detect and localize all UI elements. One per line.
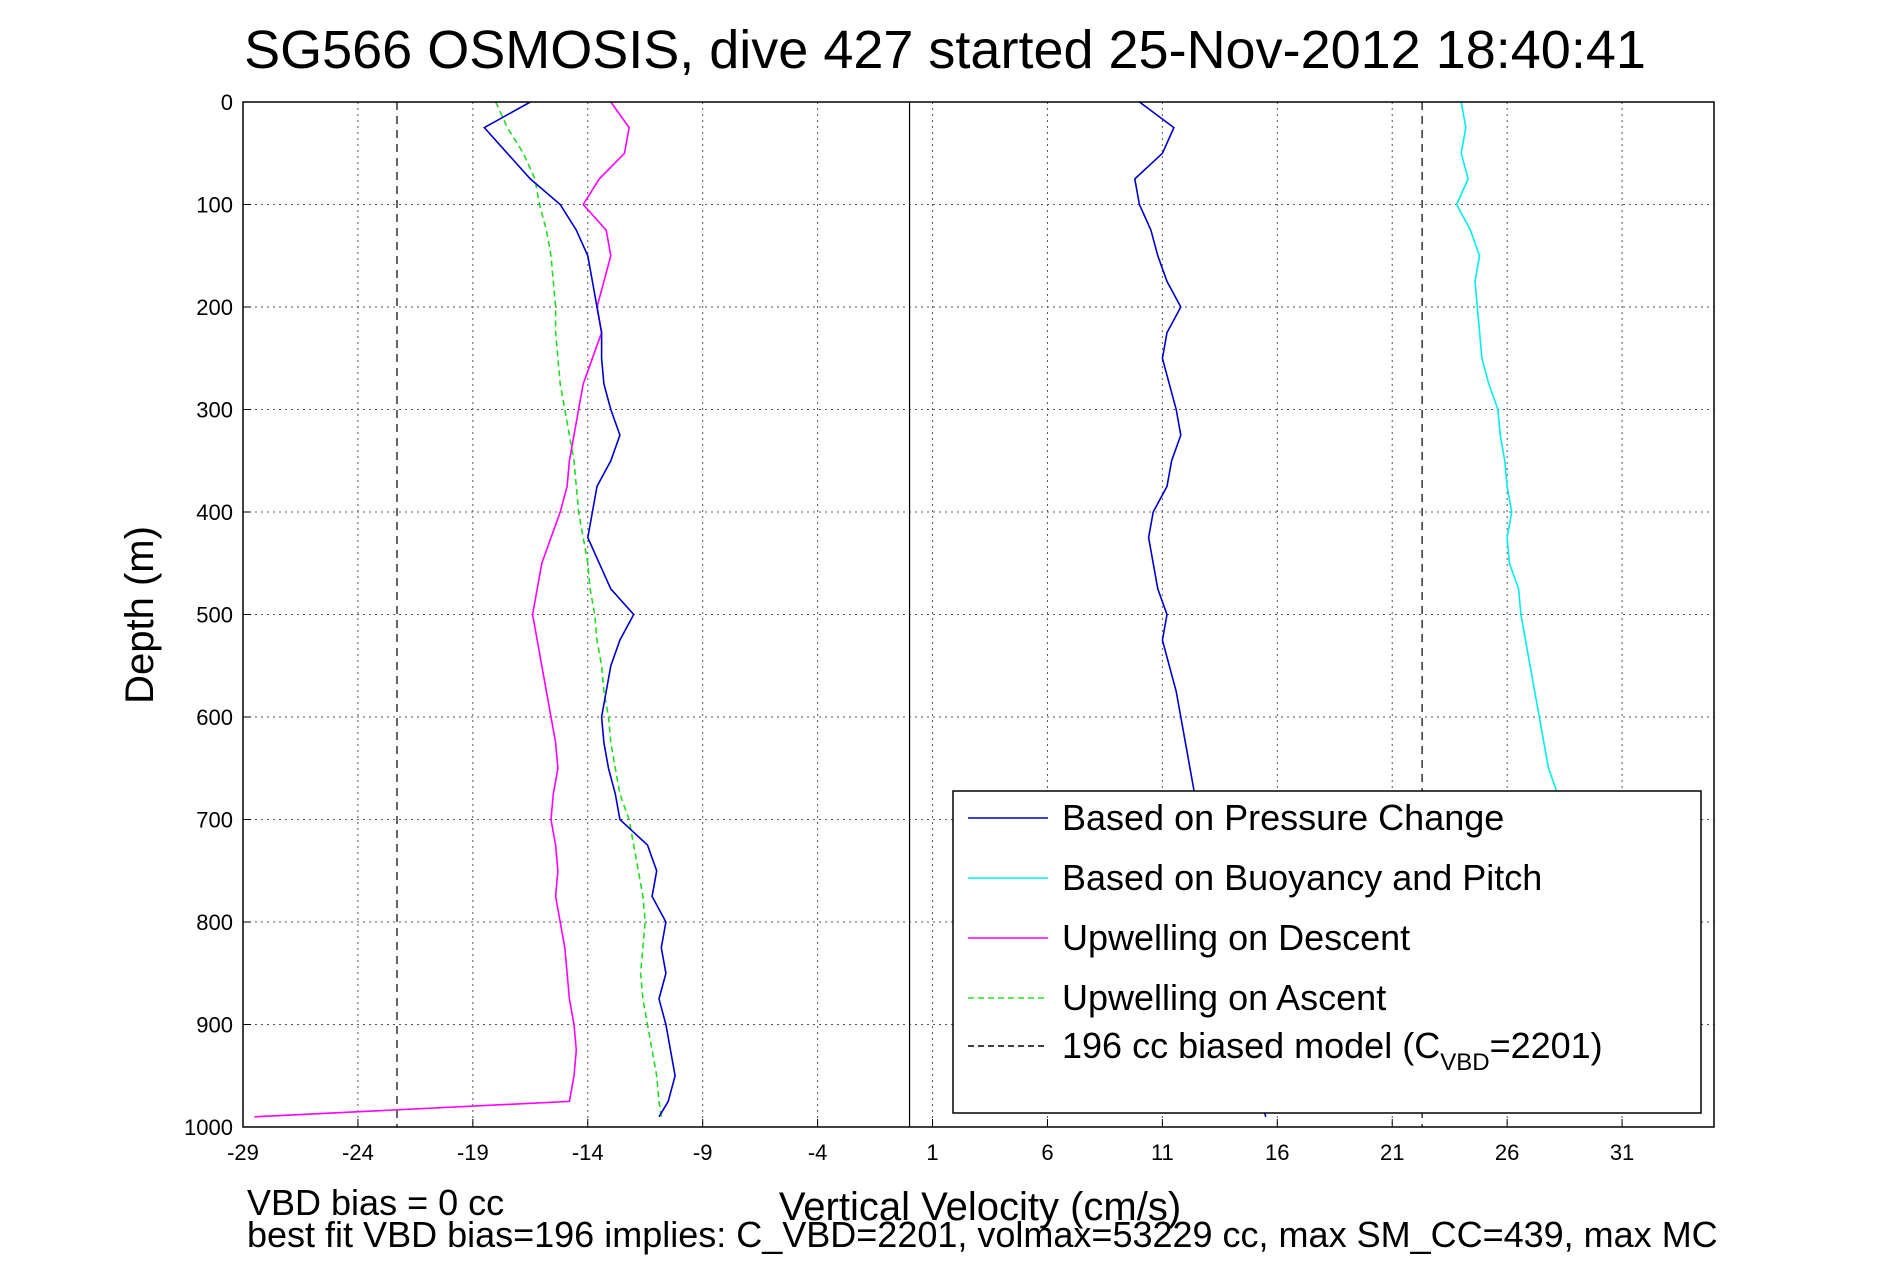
y-tick-label: 500 xyxy=(196,603,233,628)
y-tick-label: 1000 xyxy=(184,1115,233,1140)
y-axis-label: Depth (m) xyxy=(118,526,162,704)
legend-biased-model-suffix: =2201) xyxy=(1490,1025,1603,1066)
buoyancy-pitch-line xyxy=(1455,101,1568,820)
legend-upwelling-ascent-label: Upwelling on Ascent xyxy=(1062,977,1386,1018)
y-tick-label: 600 xyxy=(196,705,233,730)
chart-title: SG566 OSMOSIS, dive 427 started 25-Nov-2… xyxy=(244,20,1646,80)
legend-biased-model-text: 196 cc biased model (C xyxy=(1062,1025,1440,1066)
x-tick-label: -4 xyxy=(808,1140,828,1165)
legend-box xyxy=(952,790,1702,1114)
legend-buoyancy-pitch-label: Based on Buoyancy and Pitch xyxy=(1062,857,1542,898)
x-tick-label: 6 xyxy=(1041,1140,1053,1165)
upwelling-descent-line xyxy=(254,101,630,1118)
footer-line-2: best fit VBD bias=196 implies: C_VBD=220… xyxy=(247,1214,1718,1255)
legend-buoyancy-pitch-text: Based on Buoyancy and Pitch xyxy=(1062,857,1542,898)
x-tick-label: 31 xyxy=(1610,1140,1634,1165)
x-axis-ticks: -29 -24 -19 -14 -9 -4 1 6 11 16 21 26 31 xyxy=(227,1119,1634,1165)
legend-biased-model-subscript: VBD xyxy=(1440,1049,1489,1076)
y-tick-label: 200 xyxy=(196,295,233,320)
x-tick-label: -29 xyxy=(227,1140,259,1165)
y-tick-label: 400 xyxy=(196,500,233,525)
legend-upwelling-ascent-text: Upwelling on Ascent xyxy=(1062,977,1386,1018)
y-tick-label: 100 xyxy=(196,193,233,218)
x-tick-label: 1 xyxy=(926,1140,938,1165)
legend-upwelling-descent-text: Upwelling on Descent xyxy=(1062,917,1410,958)
x-axis-label: Vertical Velocity (cm/s) xyxy=(779,1185,1181,1229)
pressure-change-descent-line xyxy=(483,101,676,1118)
legend: Based on Pressure Change Based on Buoyanc… xyxy=(952,790,1702,1114)
y-axis-ticks: 0 100 200 300 400 500 600 700 800 900 1000 xyxy=(184,90,251,1140)
x-tick-label: -24 xyxy=(342,1140,374,1165)
legend-upwelling-descent-label: Upwelling on Descent xyxy=(1062,917,1410,958)
y-tick-label: 0 xyxy=(221,90,233,115)
footer-line-1: VBD bias = 0 cc xyxy=(247,1182,504,1223)
x-tick-label: -9 xyxy=(693,1140,713,1165)
y-tick-label: 900 xyxy=(196,1013,233,1038)
legend-pressure-change-label: Based on Pressure Change xyxy=(1062,797,1504,838)
x-tick-label: 11 xyxy=(1151,1140,1174,1165)
legend-biased-model-label: 196 cc biased model (CVBD=2201) xyxy=(1062,1025,1603,1076)
y-tick-label: 700 xyxy=(196,808,233,833)
y-tick-label: 800 xyxy=(196,910,233,935)
y-tick-label: 300 xyxy=(196,398,233,423)
x-tick-label: -19 xyxy=(457,1140,489,1165)
x-tick-label: 16 xyxy=(1265,1140,1289,1165)
x-tick-label: -14 xyxy=(572,1140,604,1165)
x-tick-label: 21 xyxy=(1380,1140,1404,1165)
x-tick-label: 26 xyxy=(1495,1140,1519,1165)
upwelling-ascent-line xyxy=(495,101,663,1117)
legend-pressure-change-text: Based on Pressure Change xyxy=(1062,797,1504,838)
